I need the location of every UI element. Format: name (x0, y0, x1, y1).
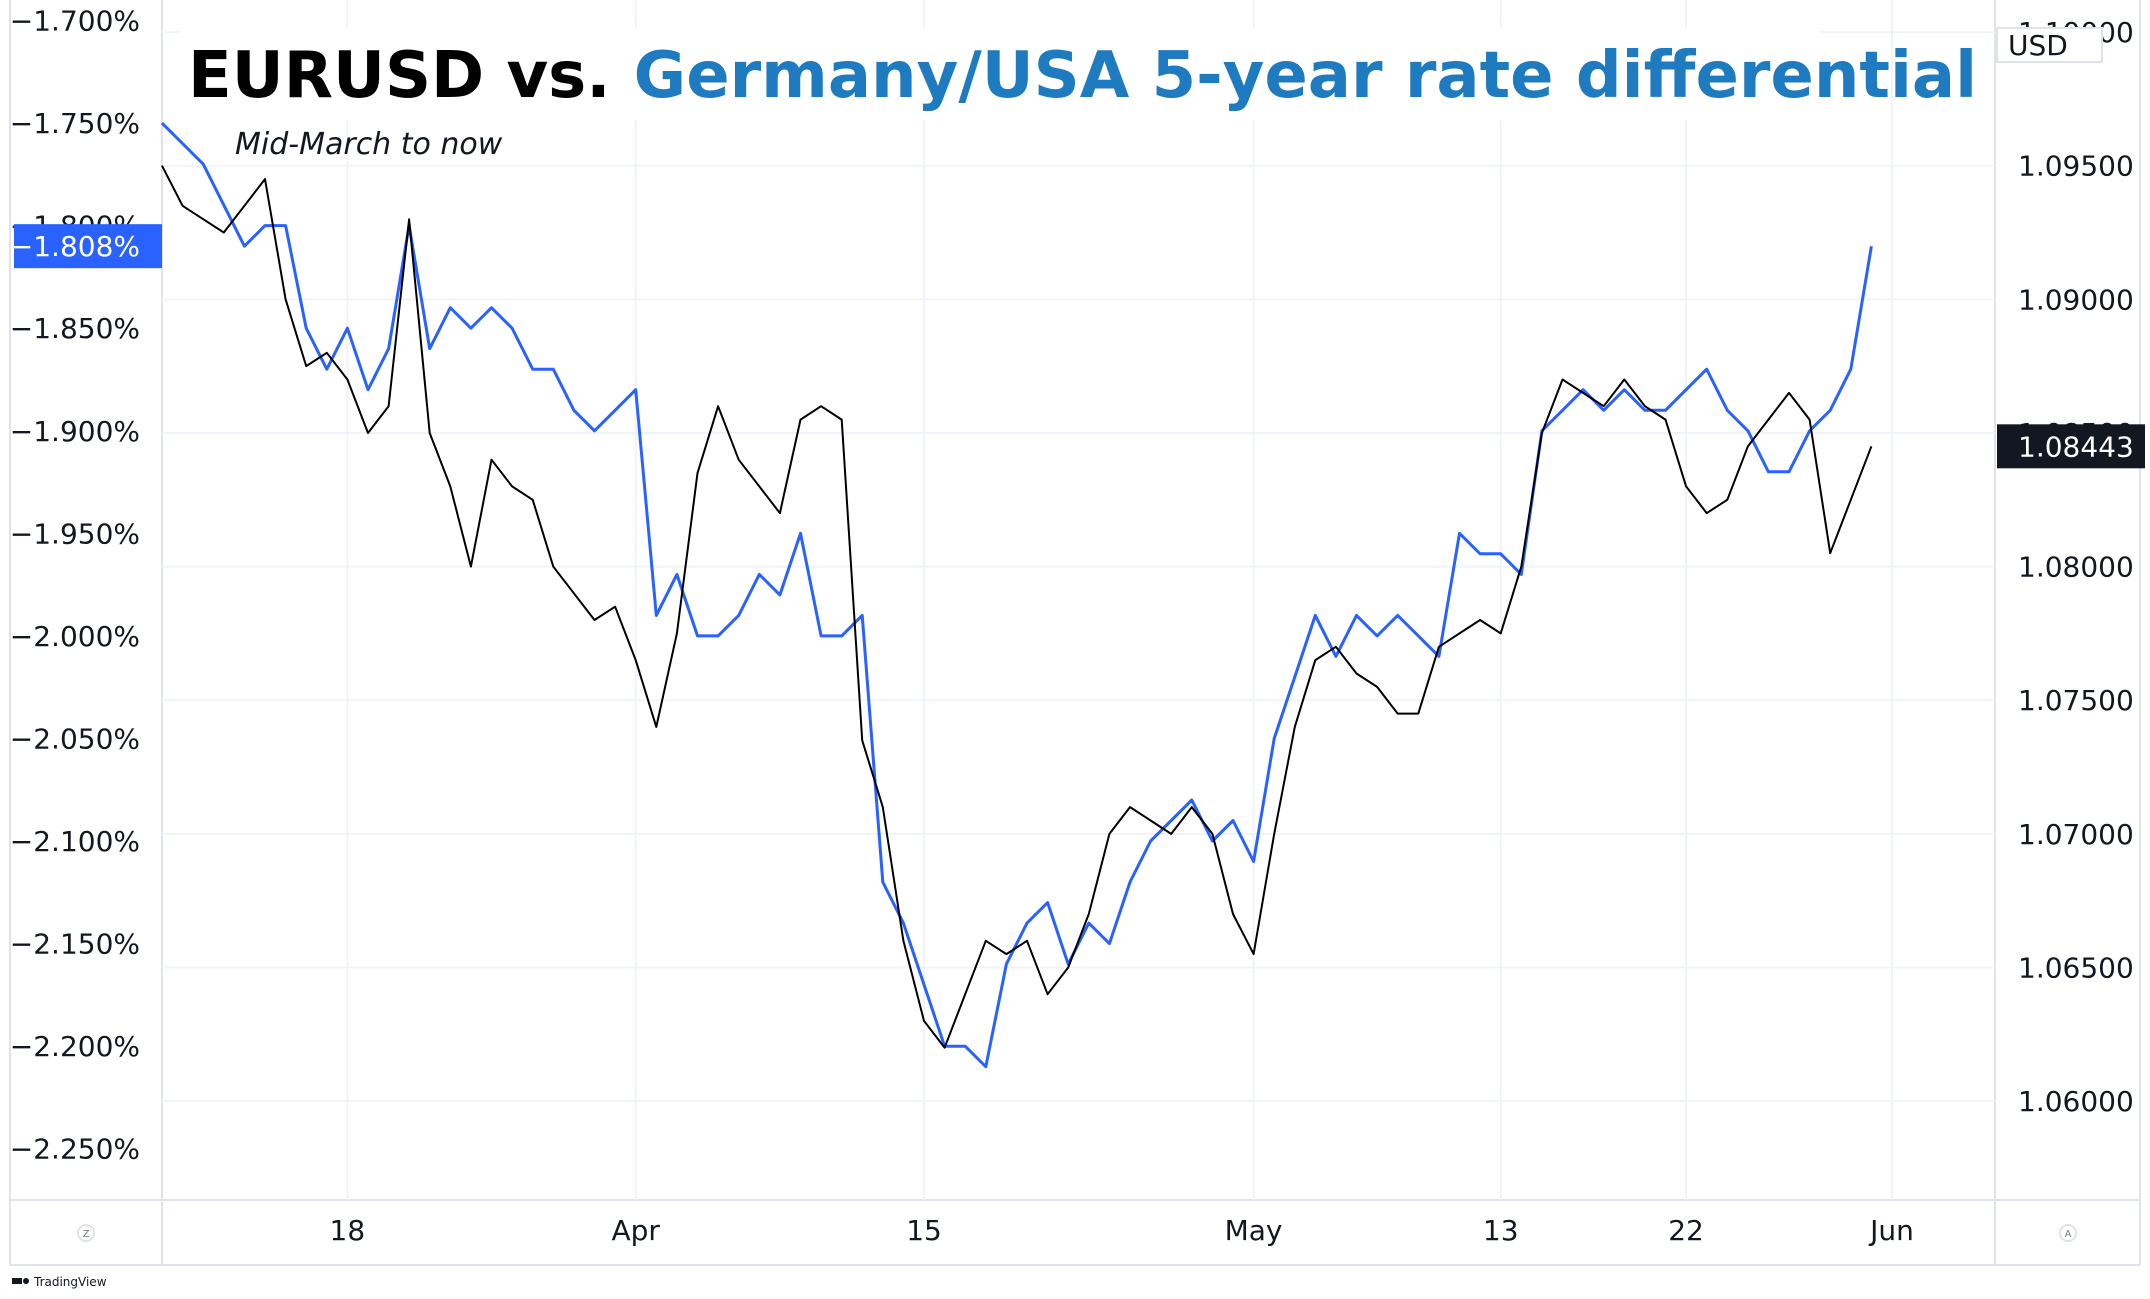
left-tick-label: −2.100% (10, 825, 140, 858)
x-tick-label: 22 (1668, 1214, 1704, 1247)
grid (162, 0, 1995, 1200)
brand-label: TradingView (33, 1275, 107, 1289)
title-rate-differential: Germany/USA 5-year rate differential (634, 39, 1977, 113)
left-last-value-label: −1.808% (10, 230, 140, 263)
left-last-value-badge (14, 224, 162, 269)
right-tick-label: 1.08000 (2018, 551, 2134, 584)
last-value-badges: −1.808% 1.08443 (10, 224, 2145, 469)
series-line-rate-differential[interactable] (160, 122, 1873, 1069)
tradingview-logo-icon (12, 1278, 29, 1284)
auto-scale-left-button[interactable] (77, 1224, 95, 1242)
left-tick-label: −2.200% (10, 1030, 140, 1063)
right-unit-box[interactable] (1996, 27, 2103, 63)
right-tick-label: 1.09000 (2018, 283, 2134, 316)
title-eurusd: EURUSD vs. (188, 39, 611, 113)
right-price-scale[interactable]: 1.100001.095001.090001.085001.080001.075… (2018, 16, 2134, 1118)
left-tick-label: −1.850% (10, 312, 140, 345)
right-tick-label: 1.07500 (2018, 684, 2134, 717)
left-tick-label: −2.000% (10, 620, 140, 653)
x-tick-label: May (1225, 1214, 1283, 1247)
series-line-eurusd[interactable] (161, 165, 1873, 1049)
left-tick-label: −2.050% (10, 722, 140, 755)
x-tick-label: Jun (1868, 1214, 1914, 1247)
left-tick-label: −1.900% (10, 415, 140, 448)
title-background (180, 28, 1820, 120)
right-last-value-badge (1997, 424, 2145, 469)
left-tick-label: −2.150% (10, 928, 140, 961)
chart-subtitle: Mid-March to now (235, 127, 503, 162)
x-tick-label: 18 (330, 1214, 366, 1247)
chart-title: EURUSD vs. Germany/USA 5-year rate diffe… (188, 39, 1977, 113)
x-tick-label: 13 (1483, 1214, 1519, 1247)
right-tick-label: 1.07000 (2018, 818, 2134, 851)
right-axis-unit: USD (2008, 29, 2068, 62)
time-scale[interactable]: 18 Apr 15 May 13 22 Jun (330, 1214, 1914, 1247)
corner-button-left-label: Z (83, 1229, 90, 1240)
corner-button-right-label: A (2065, 1229, 2072, 1240)
left-tick-label: −1.700% (10, 5, 140, 38)
left-tick-label: −1.950% (10, 517, 140, 550)
x-tick-label: 15 (906, 1214, 942, 1247)
x-tick-label: Apr (611, 1214, 660, 1247)
auto-scale-right-button[interactable] (2059, 1224, 2077, 1242)
left-tick-label: −1.750% (10, 107, 140, 140)
right-tick-label: 1.09500 (2018, 150, 2134, 183)
right-last-value-label: 1.08443 (2018, 430, 2134, 463)
plot-area[interactable] (160, 122, 1873, 1069)
left-tick-label: −2.250% (10, 1133, 140, 1166)
right-tick-label: 1.06500 (2018, 951, 2134, 984)
right-tick-label: 1.06000 (2018, 1085, 2134, 1118)
